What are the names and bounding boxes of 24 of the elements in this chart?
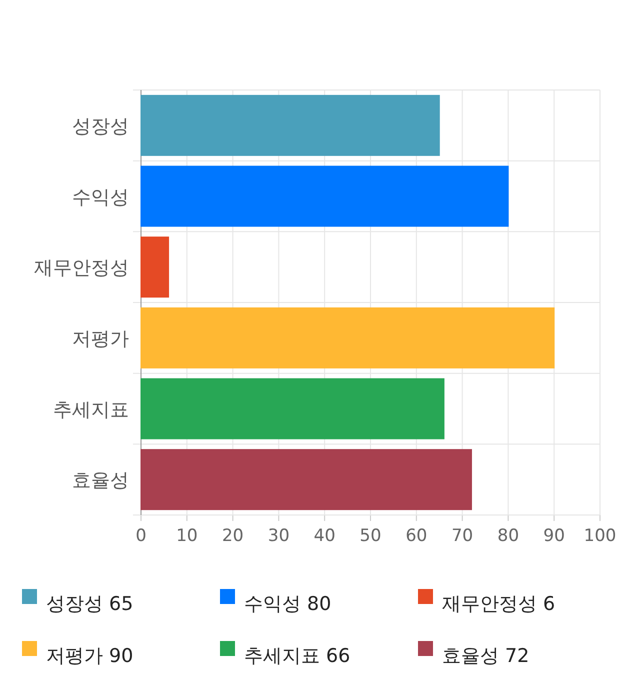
plot: 0 10 20 30 40 50 60 70 80 90 100 성장성 수익성 재무안정성 저평가 추세지표 효율성 bbox=[34, 90, 616, 546]
legend-label: 재무안정성 6 bbox=[442, 593, 556, 615]
x-tick-label: 40 bbox=[314, 526, 336, 546]
x-tick-label: 70 bbox=[451, 526, 474, 546]
x-tick-label: 10 bbox=[176, 526, 198, 546]
y-tick-label: 수익성 bbox=[72, 186, 129, 208]
x-tick-label: 50 bbox=[360, 526, 382, 546]
x-tick-label: 0 bbox=[136, 526, 146, 546]
y-tick-label: 추세지표 bbox=[53, 398, 129, 421]
legend-label: 성장성 65 bbox=[46, 593, 134, 615]
x-tick-label: 30 bbox=[268, 526, 290, 546]
x-tick-label: 60 bbox=[406, 526, 428, 546]
y-tick-label: 저평가 bbox=[72, 328, 129, 350]
legend-label: 효율성 72 bbox=[442, 645, 530, 667]
x-tick-label: 20 bbox=[222, 526, 244, 546]
x-tick-label: 80 bbox=[497, 526, 520, 546]
y-tick-label: 효율성 bbox=[72, 470, 129, 492]
y-tick-label: 재무안정성 bbox=[34, 257, 129, 280]
legend-label: 추세지표 66 bbox=[244, 645, 350, 667]
x-tick-label: 100 bbox=[584, 526, 616, 546]
legend-label: 저평가 90 bbox=[46, 645, 134, 667]
x-tick-label: 90 bbox=[543, 526, 565, 546]
legend-label: 수익성 80 bbox=[244, 593, 332, 615]
y-tick-label: 성장성 bbox=[72, 115, 129, 138]
